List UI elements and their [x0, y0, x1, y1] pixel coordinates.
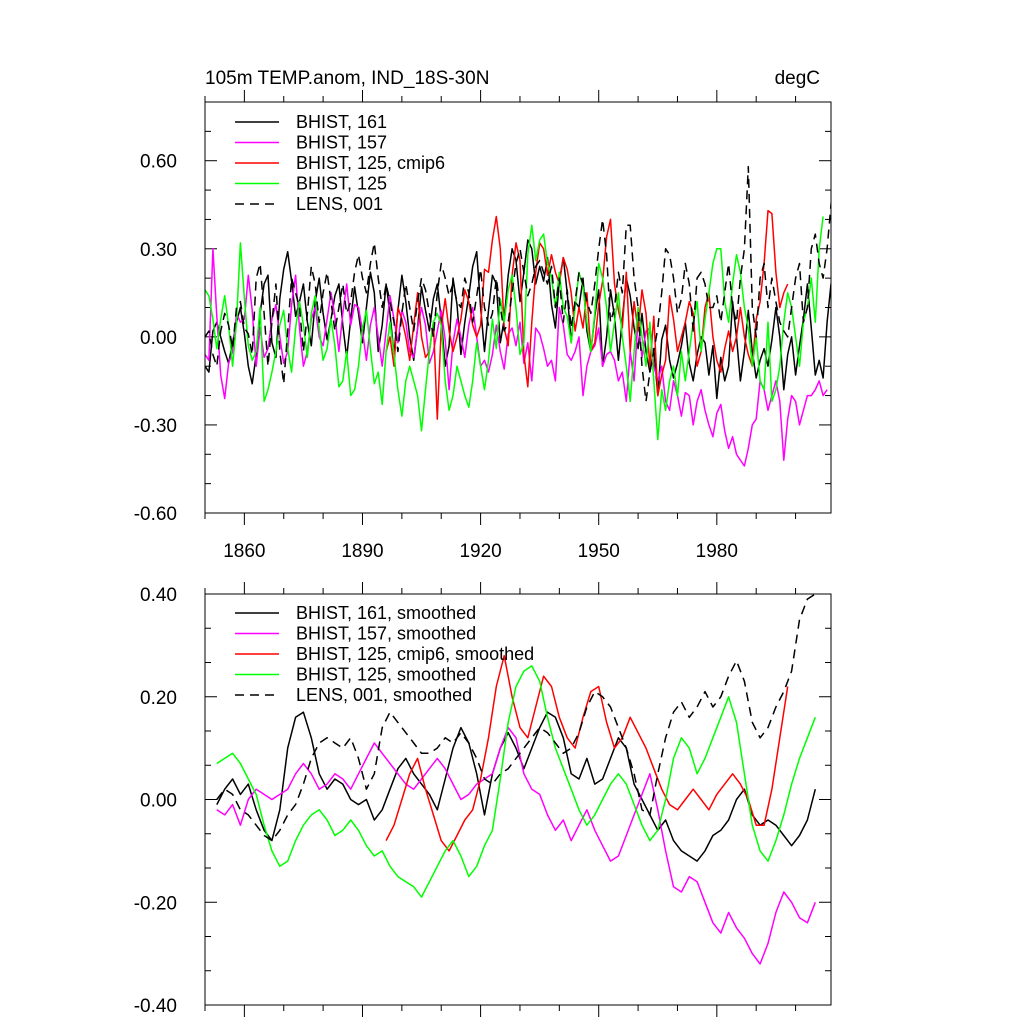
legend-label-bhist-161-smoothed: BHIST, 161, smoothed — [296, 603, 476, 623]
panel-top-frame — [204, 101, 832, 514]
series-line-bhist-125-smoothed — [216, 665, 816, 898]
y-tick-label: -0.20 — [134, 893, 177, 914]
y-tick-label: -0.40 — [134, 996, 177, 1017]
legend-label-bhist-161: BHIST, 161 — [296, 112, 387, 132]
panel-top-units-label: degC — [775, 68, 820, 89]
y-tick-label: 0.40 — [140, 585, 177, 606]
x-tick-label: 1920 — [459, 541, 501, 562]
legend-label-bhist-157-smoothed: BHIST, 157, smoothed — [296, 624, 476, 644]
legend-label-bhist-157: BHIST, 157 — [296, 133, 387, 153]
panel-top-ticks: -0.60 -0.30 0.00 0.30 0.60 1860 1890 1920 1950 19… — [134, 90, 831, 562]
panel-bottom-frame — [204, 593, 832, 1006]
series-line-bhist-125 — [205, 216, 824, 441]
y-tick-label: 0.60 — [140, 152, 177, 173]
legend-label-bhist-125-smoothed: BHIST, 125, smoothed — [296, 665, 476, 685]
y-tick-label: 0.00 — [140, 328, 177, 349]
legend-label-bhist-125-cmip6-smoothed: BHIST, 125, cmip6, smoothed — [296, 644, 534, 664]
series-line-lens-001 — [205, 165, 831, 403]
series-line-lens-001-smoothed — [216, 594, 817, 842]
series-line-bhist-161-smoothed — [216, 711, 817, 862]
series-line-bhist-157-smoothed — [216, 726, 816, 965]
legend-label-lens-001-smoothed: LENS, 001, smoothed — [296, 685, 472, 705]
y-tick-label: 0.30 — [140, 240, 177, 261]
panel-top-series — [205, 165, 831, 467]
panel-bottom-series — [216, 594, 817, 965]
y-tick-label: 0.20 — [140, 688, 177, 709]
y-tick-label: -0.30 — [134, 416, 177, 437]
legend-label-lens-001: LENS, 001 — [296, 194, 383, 214]
y-tick-label: -0.60 — [134, 504, 177, 525]
x-tick-label: 1890 — [341, 541, 383, 562]
x-tick-label: 1860 — [223, 541, 265, 562]
panel-bottom-smoothed: -0.40 -0.20 0.00 0.20 0.40 BHIST, 161, smoot… — [134, 582, 832, 1017]
y-tick-label: 0.00 — [140, 791, 177, 812]
series-line-bhist-125-cmip6 — [385, 209, 789, 420]
legend-label-bhist-125-cmip6: BHIST, 125, cmip6 — [296, 153, 445, 173]
panel-top-raw: 105m TEMP.anom, IND_18S-30N degC -0.60-0… — [134, 68, 832, 562]
x-tick-label: 1980 — [696, 541, 738, 562]
series-line-bhist-161 — [205, 239, 831, 400]
panel-top-title: 105m TEMP.anom, IND_18S-30N — [205, 68, 489, 89]
x-tick-label: 1950 — [578, 541, 620, 562]
series-line-bhist-125-cmip6-smoothed — [385, 654, 789, 852]
legend-label-bhist-125: BHIST, 125 — [296, 174, 387, 194]
